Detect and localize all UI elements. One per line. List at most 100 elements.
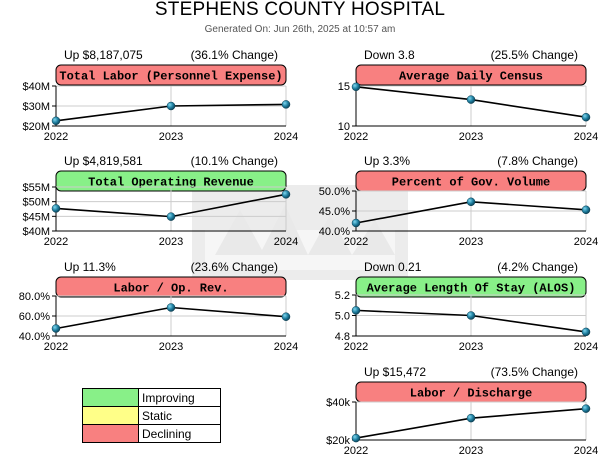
- data-point: [581, 327, 591, 337]
- legend-label-improving: Improving: [138, 388, 221, 407]
- data-point: [281, 190, 291, 199]
- y-tick-label: 50.0%: [319, 186, 350, 198]
- y-tick-label: 80.0%: [19, 291, 50, 303]
- chart-title: Average Length Of Stay (ALOS): [367, 282, 576, 296]
- y-tick-label: $40M: [22, 226, 50, 238]
- x-tick-label: 2023: [159, 341, 183, 353]
- data-point: [166, 303, 176, 312]
- change-percent: (7.8% Change): [497, 154, 578, 168]
- data-point: [351, 82, 361, 92]
- change-amount: Up $4,819,581: [64, 154, 143, 168]
- x-tick-label: 2024: [574, 236, 598, 248]
- legend-item-improving: Improving: [82, 388, 221, 407]
- data-point: [166, 212, 176, 221]
- change-percent: (10.1% Change): [191, 154, 278, 168]
- change-percent: (25.5% Change): [491, 48, 578, 62]
- change-amount: Down 3.8: [364, 48, 415, 62]
- x-tick-label: 2023: [459, 341, 483, 353]
- x-tick-label: 2023: [159, 131, 183, 143]
- y-tick-label: 40.0%: [19, 331, 50, 343]
- chart-total-labor-personnel-expense: Up $8,187,075 (36.1% Change) Total Labor (…: [22, 48, 298, 143]
- chart-average-daily-census: Down 3.8 (25.5% Change) Average Daily Cens…: [338, 48, 598, 143]
- chart-title-banner: [355, 64, 587, 86]
- x-tick-label: 2022: [344, 131, 368, 143]
- legend: Improving Static Declining: [82, 388, 221, 443]
- x-tick-label: 2022: [344, 236, 368, 248]
- watermark-logo: [192, 185, 408, 280]
- x-tick-label: 2024: [574, 445, 598, 457]
- y-tick-label: $40M: [22, 81, 50, 93]
- x-tick-label: 2022: [44, 341, 68, 353]
- chart-title: Total Labor (Personnel Expense): [59, 70, 282, 84]
- data-point: [351, 433, 361, 443]
- change-amount: Up $8,187,075: [64, 48, 143, 62]
- data-point: [51, 324, 61, 333]
- chart-title: Percent of Gov. Volume: [392, 176, 550, 190]
- change-amount: Up $15,472: [364, 365, 426, 379]
- data-point: [166, 101, 176, 111]
- y-tick-label: 60.0%: [19, 311, 50, 323]
- x-tick-label: 2023: [459, 131, 483, 143]
- x-tick-label: 2023: [459, 236, 483, 248]
- y-tick-label: 40.0%: [319, 226, 350, 238]
- legend-swatch-declining: [82, 424, 139, 443]
- y-tick-label: 4.8: [335, 331, 350, 343]
- data-point: [351, 218, 361, 228]
- data-point: [466, 95, 476, 104]
- x-tick-label: 2024: [574, 131, 598, 143]
- generated-timestamp: Generated On: Jun 26th, 2025 at 10:57 am: [204, 24, 396, 35]
- x-tick-label: 2022: [44, 131, 68, 143]
- x-tick-label: 2022: [44, 236, 68, 248]
- y-tick-label: 45.0%: [319, 206, 350, 218]
- y-tick-label: 5.0: [335, 311, 350, 323]
- page-title: STEPHENS COUNTY HOSPITAL: [154, 0, 446, 20]
- data-point: [51, 204, 61, 213]
- data-point: [466, 311, 476, 320]
- legend-swatch-improving: [82, 388, 139, 407]
- chart-labor-discharge: Up $15,472 (73.5% Change) Labor / Discharg…: [326, 365, 598, 457]
- y-tick-label: $45M: [22, 211, 50, 223]
- data-point: [351, 306, 361, 315]
- chart-total-operating-revenue: Up $4,819,581 (10.1% Change) Total Operati…: [22, 154, 298, 248]
- change-amount: Down 0.21: [364, 260, 422, 274]
- change-percent: (73.5% Change): [491, 365, 578, 379]
- chart-percent-of-gov-volume: Up 3.3% (7.8% Change) Percent of Gov. Volu…: [319, 154, 598, 248]
- chart-title: Total Operating Revenue: [88, 176, 254, 190]
- chart-title: Labor / Op. Rev.: [113, 282, 228, 296]
- x-tick-label: 2024: [574, 341, 598, 353]
- change-percent: (4.2% Change): [497, 260, 578, 274]
- y-tick-label: $50M: [22, 197, 50, 209]
- chart-average-length-of-stay-alos: Down 0.21 (4.2% Change) Average Length Of …: [335, 260, 599, 353]
- data-point: [51, 116, 61, 126]
- change-amount: Up 3.3%: [364, 154, 410, 168]
- x-tick-label: 2022: [344, 341, 368, 353]
- x-tick-label: 2024: [274, 236, 298, 248]
- y-tick-label: $40k: [326, 397, 350, 409]
- legend-label-static: Static: [138, 406, 221, 425]
- change-percent: (23.6% Change): [191, 260, 278, 274]
- change-amount: Up 11.3%: [64, 260, 116, 274]
- x-tick-label: 2024: [274, 131, 298, 143]
- x-tick-label: 2023: [159, 236, 183, 248]
- legend-swatch-static: [82, 406, 139, 425]
- y-tick-label: 15: [338, 81, 350, 93]
- data-point: [466, 197, 476, 207]
- y-tick-label: 10: [338, 121, 350, 133]
- y-tick-label: $55M: [22, 182, 50, 194]
- legend-item-static: Static: [82, 406, 221, 425]
- data-point: [581, 112, 591, 122]
- y-tick-label: 5.2: [335, 290, 350, 302]
- y-tick-label: $30M: [22, 101, 50, 113]
- data-point: [466, 413, 476, 423]
- chart-title-banner: [55, 64, 287, 86]
- change-percent: (36.1% Change): [191, 48, 278, 62]
- y-tick-label: $20k: [326, 435, 350, 447]
- x-tick-label: 2023: [459, 445, 483, 457]
- legend-item-declining: Declining: [82, 424, 221, 443]
- data-point: [281, 100, 291, 109]
- data-point: [581, 404, 591, 413]
- x-tick-label: 2024: [274, 341, 298, 353]
- data-point: [281, 312, 291, 321]
- y-tick-label: $20M: [22, 121, 50, 133]
